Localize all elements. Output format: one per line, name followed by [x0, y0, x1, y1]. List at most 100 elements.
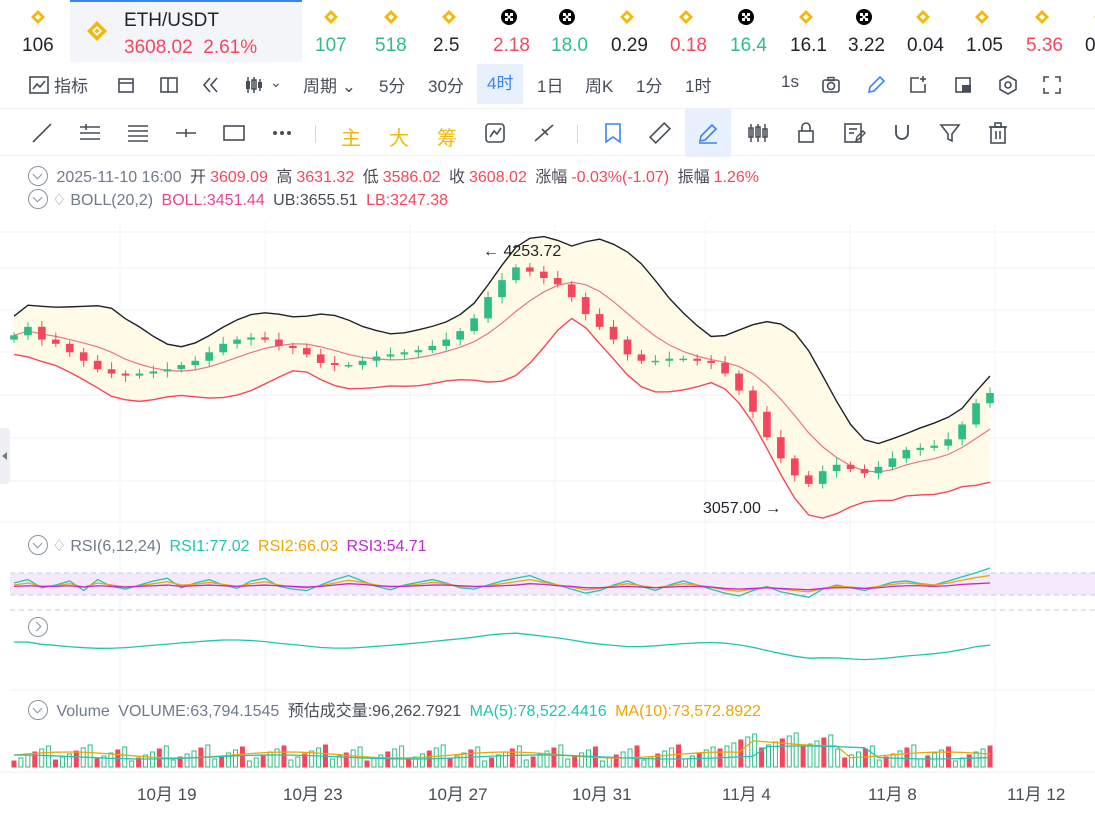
- interval-1h[interactable]: 1时: [685, 77, 712, 96]
- high-price-label: ← 4253.72: [483, 243, 562, 260]
- candle-body: [972, 403, 980, 425]
- candle-body: [205, 352, 214, 361]
- ticker-value: 3.22: [848, 35, 885, 56]
- rewind-icon[interactable]: [200, 74, 222, 96]
- volume-bar: [73, 750, 79, 768]
- volume-bar: [406, 759, 412, 768]
- add-window-icon[interactable]: [907, 74, 929, 96]
- x-axis-label: 10月 19: [137, 785, 197, 804]
- volume-bar: [11, 760, 17, 768]
- candle-body: [344, 365, 353, 367]
- interval-week[interactable]: 周K: [585, 77, 614, 96]
- more-icon[interactable]: [270, 121, 294, 145]
- filter-icon[interactable]: [938, 121, 962, 145]
- sync-drawing-icon[interactable]: [483, 121, 507, 145]
- candle-body: [247, 337, 255, 340]
- trend-line-icon[interactable]: [30, 121, 54, 145]
- layout-icon[interactable]: [115, 74, 137, 96]
- x-axis-label: 11月 12: [1007, 785, 1066, 804]
- lock-icon[interactable]: [794, 121, 818, 145]
- candle-body: [149, 371, 158, 374]
- big-order-tool[interactable]: 大: [389, 128, 409, 150]
- volume-bar: [136, 757, 142, 768]
- volume-bar: [641, 759, 647, 768]
- bnb-icon: [442, 10, 456, 24]
- ticker-value: 1.05: [966, 35, 1003, 56]
- candle-body: [191, 360, 200, 366]
- volume-bar: [876, 759, 882, 768]
- candle-body: [470, 318, 478, 332]
- magnet-icon[interactable]: [890, 121, 914, 145]
- interval-1d[interactable]: 1日: [537, 77, 564, 96]
- bell-icon[interactable]: ♢: [52, 538, 67, 555]
- expand-toggle-icon[interactable]: [28, 617, 48, 637]
- ruler-icon[interactable]: [648, 121, 672, 145]
- main-force-tool[interactable]: 主: [341, 128, 361, 150]
- bell-icon[interactable]: ♢: [52, 192, 67, 209]
- camera-icon[interactable]: [820, 74, 842, 96]
- candle-body: [944, 439, 953, 446]
- collapse-toggle-icon[interactable]: [28, 700, 48, 720]
- candle-compare-icon[interactable]: [746, 121, 770, 145]
- bnb-icon: [384, 10, 398, 24]
- candle-body: [177, 365, 186, 370]
- parallel-lines-icon[interactable]: [78, 121, 102, 145]
- eraser-line-icon[interactable]: [532, 121, 556, 145]
- fullscreen-icon[interactable]: [1041, 74, 1063, 96]
- refresh-rate[interactable]: 1s: [781, 72, 799, 91]
- candle-body: [414, 350, 423, 353]
- chip-tool[interactable]: 筹: [437, 128, 457, 150]
- split-view-icon[interactable]: [158, 74, 180, 96]
- volume-bar: [613, 754, 619, 768]
- period-dropdown[interactable]: 周期 ⌄: [303, 77, 356, 96]
- volume-bar: [655, 753, 661, 768]
- volume-bar: [682, 758, 688, 768]
- candle-body: [372, 356, 381, 361]
- side-panel-handle[interactable]: [0, 428, 10, 484]
- volume-bar: [786, 735, 792, 768]
- volume-bar: [468, 749, 474, 768]
- volume-bar: [759, 747, 765, 768]
- pen-icon[interactable]: [865, 74, 887, 96]
- candle-body: [456, 331, 465, 340]
- candle-body: [721, 362, 729, 374]
- indicator-chart-icon[interactable]: [28, 74, 50, 96]
- volume-bar: [945, 746, 951, 768]
- candle-body: [498, 280, 506, 298]
- volume-bar: [246, 760, 252, 768]
- ticker-value: 18.0: [551, 35, 588, 56]
- trash-icon[interactable]: [986, 121, 1010, 145]
- interval-30m[interactable]: 30分: [428, 77, 464, 96]
- delete-drawing-icon[interactable]: [952, 74, 974, 96]
- interval-1m[interactable]: 1分: [636, 77, 663, 96]
- volume-bar: [537, 753, 543, 768]
- candle-body: [539, 271, 548, 279]
- draw-pen-icon[interactable]: [696, 121, 720, 145]
- bnb-icon: [31, 10, 45, 24]
- rectangle-icon[interactable]: [222, 121, 246, 145]
- indicator-button[interactable]: 指标: [54, 77, 88, 96]
- active-ticker-eth-usdt[interactable]: ETH/USDT 3608.02 2.61%: [70, 0, 302, 62]
- candle-type-icon[interactable]: [243, 74, 265, 96]
- horizontal-line-icon[interactable]: [174, 121, 198, 145]
- low-price-label: 3057.00 →: [703, 500, 782, 517]
- fib-lines-icon[interactable]: [126, 121, 150, 145]
- note-edit-icon[interactable]: [842, 121, 866, 145]
- volume-bar: [18, 757, 24, 768]
- volume-bar: [925, 755, 931, 768]
- collapse-toggle-icon[interactable]: [28, 535, 48, 555]
- collapse-toggle-icon[interactable]: [28, 189, 48, 209]
- settings-icon[interactable]: [997, 74, 1019, 96]
- collapse-toggle-icon[interactable]: [28, 166, 48, 186]
- candle-body: [553, 278, 562, 285]
- boll-mid-line: [13, 281, 991, 473]
- candle-body: [10, 335, 18, 340]
- interval-5m[interactable]: 5分: [379, 77, 406, 96]
- chevron-down-icon[interactable]: ⌄: [270, 74, 282, 90]
- candle-body: [233, 339, 241, 344]
- bookmark-icon[interactable]: [601, 121, 625, 145]
- volume-bar: [502, 751, 508, 768]
- volume-bar: [170, 759, 176, 768]
- interval-4h[interactable]: 4时: [477, 64, 524, 104]
